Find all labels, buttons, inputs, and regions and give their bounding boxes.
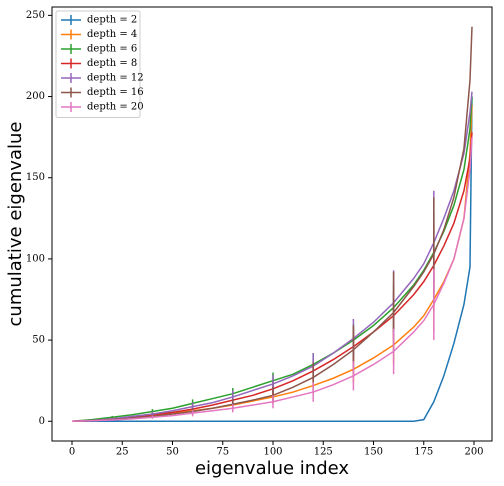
y-tick-label: 100: [26, 253, 45, 264]
legend-label: depth = 12: [87, 73, 144, 84]
x-tick-label: 50: [166, 447, 179, 458]
plot-frame: [51, 6, 493, 442]
x-tick-label: 200: [464, 447, 483, 458]
legend-label: depth = 20: [87, 102, 144, 113]
x-tick-label: 150: [364, 447, 383, 458]
x-tick-label: 25: [116, 447, 129, 458]
y-tick-label: 150: [26, 172, 45, 183]
x-tick-label: 175: [414, 447, 433, 458]
legend-label: depth = 2: [87, 15, 137, 26]
y-tick-label: 200: [26, 91, 45, 102]
x-tick-label: 0: [69, 447, 75, 458]
x-tick-label: 100: [263, 447, 282, 458]
y-tick-label: 50: [32, 335, 45, 346]
y-tick-label: 0: [39, 416, 45, 427]
legend-label: depth = 4: [87, 29, 137, 40]
x-axis-label: eigenvalue index: [195, 458, 349, 479]
y-axis-label: cumulative eigenvalue: [5, 122, 26, 327]
legend-label: depth = 16: [87, 87, 144, 98]
y-tick-label: 250: [26, 10, 45, 21]
legend-label: depth = 8: [87, 58, 137, 69]
series-line: [72, 96, 473, 423]
legend-label: depth = 6: [87, 44, 137, 55]
legend-box: [55, 10, 141, 118]
x-tick-label: 125: [314, 447, 333, 458]
x-tick-label: 75: [216, 447, 229, 458]
